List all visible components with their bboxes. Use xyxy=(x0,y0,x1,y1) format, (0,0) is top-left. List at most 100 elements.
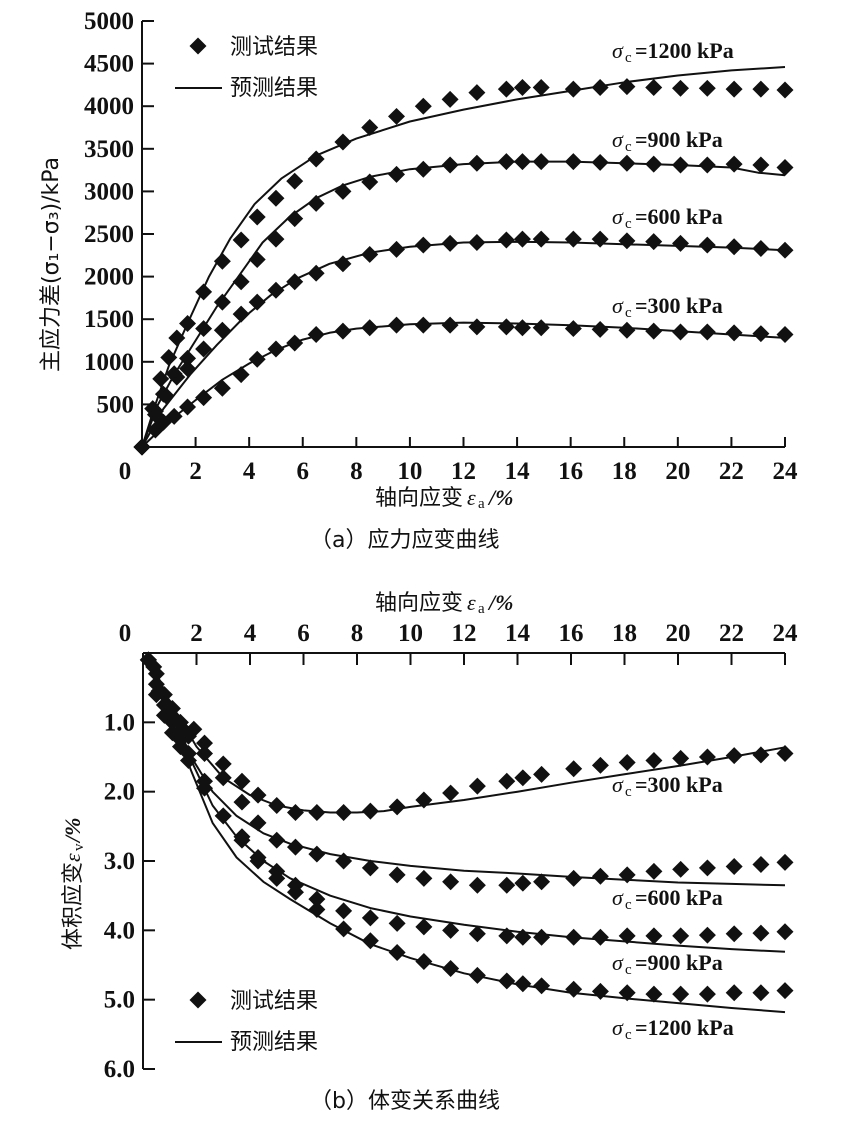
test-point xyxy=(286,334,304,352)
y-tick-label: 1.0 xyxy=(104,709,135,736)
y-ticks-a: 500 1000 1500 2000 2500 3000 3500 4000 4500 5000 xyxy=(84,8,154,418)
test-point xyxy=(155,696,173,714)
x-tick-label: 6 xyxy=(297,620,310,647)
legend-b: 测试结果 预测结果 xyxy=(175,989,318,1055)
test-point xyxy=(335,803,353,821)
y-tick-label: 4.0 xyxy=(104,917,135,944)
y-tick-label: 3000 xyxy=(84,178,134,205)
test-point xyxy=(498,772,516,790)
test-point xyxy=(497,318,515,336)
test-point xyxy=(139,651,157,669)
test-point xyxy=(752,80,770,98)
series-label-value: =600 kPa xyxy=(635,885,723,910)
test-point xyxy=(286,172,304,190)
test-point xyxy=(532,230,550,248)
test-point xyxy=(414,97,432,115)
x-tick-label: 4 xyxy=(243,458,256,485)
y-tick-label: 2000 xyxy=(84,264,134,291)
test-point xyxy=(725,238,743,256)
test-point xyxy=(268,797,286,815)
test-point xyxy=(533,977,551,995)
test-point xyxy=(388,866,406,884)
test-point xyxy=(441,156,459,174)
test-point xyxy=(249,849,267,867)
x-tick-label: 22 xyxy=(719,620,744,647)
test-point xyxy=(361,245,379,263)
test-point xyxy=(776,159,794,177)
y-tick-label: 6.0 xyxy=(104,1056,135,1083)
test-point xyxy=(388,107,406,125)
x-tick-label: 22 xyxy=(719,458,744,485)
test-point xyxy=(232,231,250,249)
test-point xyxy=(361,119,379,136)
test-point xyxy=(725,925,743,943)
test-point xyxy=(335,852,353,870)
legend-test-label-b: 测试结果 xyxy=(230,989,318,1014)
legend-test-label: 测试结果 xyxy=(230,35,318,60)
test-point xyxy=(645,155,663,173)
test-point xyxy=(232,273,250,291)
x-tick-label: 4 xyxy=(244,620,257,647)
test-point xyxy=(591,320,609,338)
test-point xyxy=(213,321,231,339)
test-point xyxy=(776,982,794,1000)
x-tick-label: 10 xyxy=(398,620,423,647)
test-point xyxy=(618,154,636,172)
series-label-value: =1200 kPa xyxy=(635,1015,734,1040)
test-point xyxy=(414,316,432,334)
test-point xyxy=(388,165,406,183)
test-point xyxy=(307,194,325,212)
pred-line xyxy=(147,656,786,887)
test-point xyxy=(591,230,609,248)
test-point xyxy=(152,370,170,388)
x-label-text-a: 轴向应变 xyxy=(375,486,463,511)
series-label-sigma: σ xyxy=(612,1015,624,1040)
test-point xyxy=(308,803,326,821)
test-point xyxy=(725,747,743,765)
test-point xyxy=(308,890,326,908)
test-point xyxy=(214,769,232,787)
test-point xyxy=(565,760,583,778)
test-point xyxy=(497,153,515,171)
test-point xyxy=(618,321,636,339)
y-tick-label: 4000 xyxy=(84,93,134,120)
test-point xyxy=(514,874,532,892)
test-point xyxy=(267,340,285,358)
x-tick-label: 10 xyxy=(397,458,422,485)
test-point xyxy=(513,319,531,337)
series-label-sigma: σ xyxy=(612,950,624,975)
test-point xyxy=(179,360,197,378)
series-label-value: =900 kPa xyxy=(635,950,723,975)
series-label: σ c =900 kPa xyxy=(612,950,723,978)
test-point xyxy=(147,686,165,704)
test-point xyxy=(441,234,459,252)
test-point xyxy=(532,153,550,171)
test-point xyxy=(645,233,663,251)
test-point xyxy=(361,909,379,927)
x-ticks-b: 0 2 4 6 8 10 12 14 16 18 20 22 24 xyxy=(119,620,798,665)
test-point xyxy=(533,873,551,891)
test-point xyxy=(776,81,794,99)
test-point xyxy=(698,236,716,254)
series-label: σ c =600 kPa xyxy=(612,885,723,913)
legend-marker-test-b xyxy=(189,991,207,1009)
test-point xyxy=(195,389,213,407)
legend-marker-test xyxy=(189,37,207,55)
test-point xyxy=(307,326,325,344)
test-point xyxy=(752,984,770,1002)
y-tick-label: 3500 xyxy=(84,136,134,163)
test-point xyxy=(776,326,794,344)
test-point xyxy=(776,923,794,941)
test-point xyxy=(514,769,532,787)
test-point xyxy=(725,324,743,342)
series-label: σ c =900 kPa xyxy=(612,127,723,155)
y-tick-label: 2500 xyxy=(84,221,134,248)
test-point xyxy=(672,79,689,97)
test-point xyxy=(468,234,486,252)
x-tick-label: 12 xyxy=(452,620,477,647)
test-point xyxy=(157,387,175,405)
test-point xyxy=(672,156,689,174)
test-point xyxy=(213,293,231,311)
series-label-sub: c xyxy=(625,216,632,232)
